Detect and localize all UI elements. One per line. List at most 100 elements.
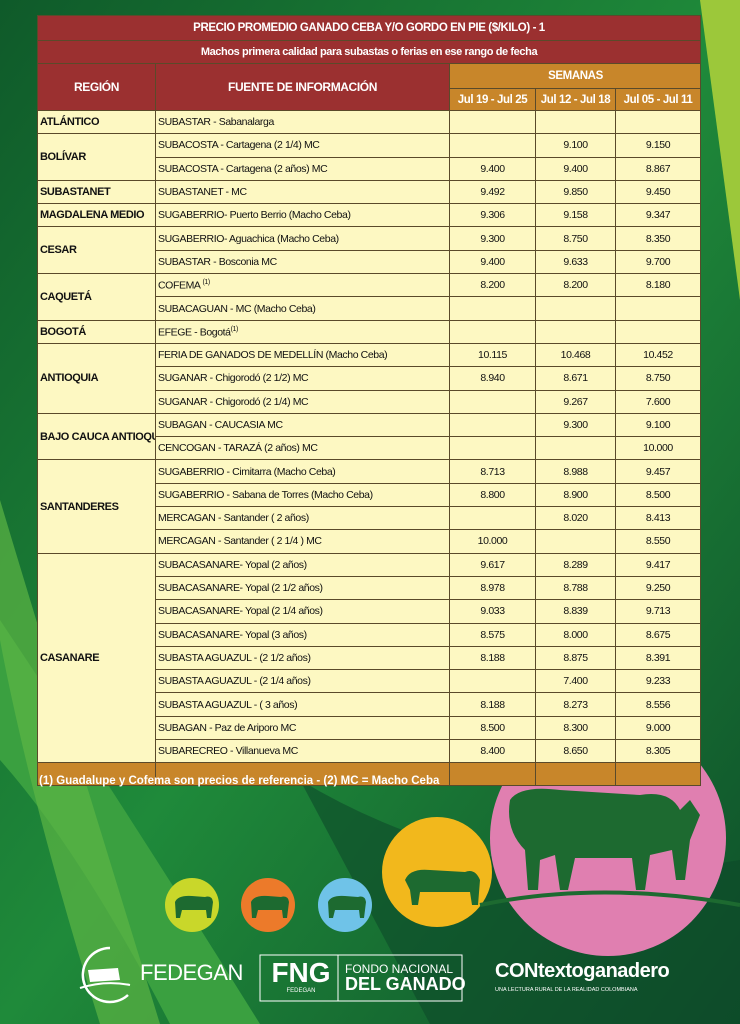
region-cell: CAQUETÁ xyxy=(37,273,156,321)
price-cell: 9.100 xyxy=(615,412,701,438)
source-text: SUGANAR - Chigorodó (2 1/4) MC xyxy=(158,395,309,408)
price-cell: 8.020 xyxy=(535,506,616,531)
source-cell: EFEGE - Bogotá(1) xyxy=(155,319,450,344)
price-cell: 8.978 xyxy=(449,575,536,601)
table-subtitle: Machos primera calidad para subastas o f… xyxy=(37,40,701,64)
price-cell: 8.300 xyxy=(535,715,616,741)
source-cell: SUBAGAN - Paz de Ariporo MC xyxy=(155,715,450,741)
source-cell: SUBACASANARE- Yopal (3 años) xyxy=(155,622,450,647)
table-row: ATLÁNTICO SUBASTAR - Sabanalarga xyxy=(37,109,701,135)
source-text: SUBARECREO - Villanueva MC xyxy=(158,745,298,758)
price-cell: 9.300 xyxy=(535,412,616,438)
price-cell: 8.188 xyxy=(449,645,536,671)
fng-line2: DEL GANADO xyxy=(345,974,466,994)
contexto-tagline: UNA LECTURA RURAL DE LA REALIDAD COLOMBI… xyxy=(495,987,638,993)
source-cell: SUBACASANARE- Yopal (2 años) xyxy=(155,552,450,577)
price-cell xyxy=(449,436,536,461)
table-row: SUBACASANARE- Yopal (2 1/4 años) 9.033 8.8… xyxy=(38,599,701,624)
source-cell: SUBAGAN - CAUCASIA MC xyxy=(155,412,450,438)
price-cell: 10.115 xyxy=(449,342,536,368)
source-cell: FERIA DE GANADOS DE MEDELLÍN (Macho Ceba… xyxy=(155,342,450,368)
price-cell: 9.617 xyxy=(449,552,536,577)
price-cell: 8.900 xyxy=(535,482,616,508)
price-cell xyxy=(449,669,536,694)
price-cell xyxy=(449,109,536,135)
price-cell: 9.100 xyxy=(535,133,616,158)
table-row: MAGDALENA MEDIO SUGABERRIO- Puerto Berrio… xyxy=(37,203,701,228)
price-cell: 9.492 xyxy=(449,179,536,205)
region-cell: BAJO CAUCA ANTIOQUEÑO xyxy=(37,412,156,461)
source-cell: SUBACASANARE- Yopal (2 1/4 años) xyxy=(155,599,450,624)
region-cell: SANTANDERES xyxy=(37,459,156,554)
region-cell: SUBASTANET xyxy=(37,179,156,205)
table-footer-row xyxy=(37,762,701,787)
footnote-ref: (1) xyxy=(202,278,210,286)
price-cell: 8.500 xyxy=(615,482,701,508)
price-cell: 8.839 xyxy=(535,599,616,624)
fng-sub: FEDEGAN xyxy=(286,988,316,994)
price-cell: 8.713 xyxy=(449,459,536,484)
source-text: SUGABERRIO - Sabana de Torres (Macho Ceb… xyxy=(158,488,373,501)
price-cell xyxy=(449,506,536,531)
source-text: SUGANAR - Chigorodó (2 1/2) MC xyxy=(158,372,309,385)
price-cell: 9.300 xyxy=(449,226,536,251)
footer-cell xyxy=(615,762,701,787)
table-title: PRECIO PROMEDIO GANADO CEBA Y/O GORDO EN… xyxy=(37,15,701,41)
table-row: MERCAGAN - Santander ( 2 años) 8.020 8.413 xyxy=(38,506,701,531)
table-row: SUBARECREO - Villanueva MC 8.400 8.650 8.30… xyxy=(38,739,701,764)
source-cell: SUBASTAR - Bosconia MC xyxy=(155,249,450,275)
source-text: SUGABERRIO- Aguachica (Macho Ceba) xyxy=(158,232,339,245)
price-cell xyxy=(535,296,616,321)
source-cell: SUBASTAR - Sabanalarga xyxy=(155,109,450,135)
source-cell: SUBASTA AGUAZUL - (2 1/2 años) xyxy=(155,645,450,671)
source-text: MERCAGAN - Santander ( 2 años) xyxy=(158,512,309,525)
table-row: SUBASTAR - Bosconia MC 9.400 9.633 9.700 xyxy=(38,249,701,275)
table-row: CENCOGAN - TARAZÁ (2 años) MC 10.000 xyxy=(38,436,701,461)
source-text: SUBACASANARE- Yopal (2 años) xyxy=(158,558,307,571)
source-text: SUBASTANET - MC xyxy=(158,186,247,199)
region-cell: MAGDALENA MEDIO xyxy=(37,203,156,228)
price-cell: 8.788 xyxy=(535,575,616,601)
price-cell: 9.233 xyxy=(615,669,701,694)
price-cell: 8.867 xyxy=(615,156,701,181)
price-cell: 9.400 xyxy=(449,249,536,275)
price-cell: 9.000 xyxy=(615,715,701,741)
price-cell: 8.289 xyxy=(535,552,616,577)
price-cell xyxy=(615,109,701,135)
footnote-ref: (1) xyxy=(230,325,239,333)
region-cell: ATLÁNTICO xyxy=(37,109,156,135)
table-row: SANTANDERES SUGABERRIO - Cimitarra (Macho… xyxy=(37,459,701,554)
region-cell: BOLÍVAR xyxy=(37,133,156,181)
price-cell: 8.671 xyxy=(535,366,616,391)
price-cell: 7.400 xyxy=(535,669,616,694)
table-row: SUBACASANARE- Yopal (3 años) 8.575 8.000 8.… xyxy=(38,622,701,647)
source-cell: SUBASTA AGUAZUL - ( 3 años) xyxy=(155,692,450,717)
source-text: SUBACASANARE- Yopal (3 años) xyxy=(158,628,307,641)
source-text: MERCAGAN - Santander ( 2 1/4 ) MC xyxy=(158,535,322,548)
price-cell: 9.250 xyxy=(615,575,701,601)
price-cell: 8.675 xyxy=(615,622,701,647)
price-cell: 9.306 xyxy=(449,203,536,228)
header-week-1: Jul 19 - Jul 25 xyxy=(449,88,536,111)
price-table: PRECIO PROMEDIO GANADO CEBA Y/O GORDO EN… xyxy=(37,15,701,787)
region-cell: CESAR xyxy=(37,226,156,275)
price-cell: 9.633 xyxy=(535,249,616,275)
price-cell: 10.000 xyxy=(615,436,701,461)
header-week-2: Jul 12 - Jul 18 xyxy=(535,88,616,111)
source-text: SUBASTA AGUAZUL - ( 3 años) xyxy=(158,698,298,711)
source-text: EFEGE - Bogotá xyxy=(158,326,231,339)
fng-short: FNG xyxy=(271,957,331,988)
table-row: SUGABERRIO - Sabana de Torres (Macho Ceb… xyxy=(38,482,701,508)
price-cell: 9.457 xyxy=(615,459,701,484)
source-text: SUBASTAR - Bosconia MC xyxy=(158,255,277,268)
table-row: MERCAGAN - Santander ( 2 1/4 ) MC 10.000 8… xyxy=(38,529,701,554)
fedegan-text: FEDEGAN xyxy=(140,960,243,985)
source-text: SUBACASANARE- Yopal (2 1/4 años) xyxy=(158,605,323,618)
table-row: BAJO CAUCA ANTIOQUEÑOSUBAGAN - CAUCASIA … xyxy=(37,412,701,461)
table-row: SUBACASANARE- Yopal (2 1/2 años) 8.978 8.7… xyxy=(38,575,701,601)
price-cell: 9.150 xyxy=(615,133,701,158)
source-cell: COFEMA (1) xyxy=(155,273,450,298)
source-cell: SUGABERRIO- Puerto Berrio (Macho Ceba) xyxy=(155,203,450,228)
price-cell: 9.850 xyxy=(535,179,616,205)
contexto-ganadero-logo: CONtextoganadero UNA LECTURA RURAL DE LA… xyxy=(495,960,670,993)
